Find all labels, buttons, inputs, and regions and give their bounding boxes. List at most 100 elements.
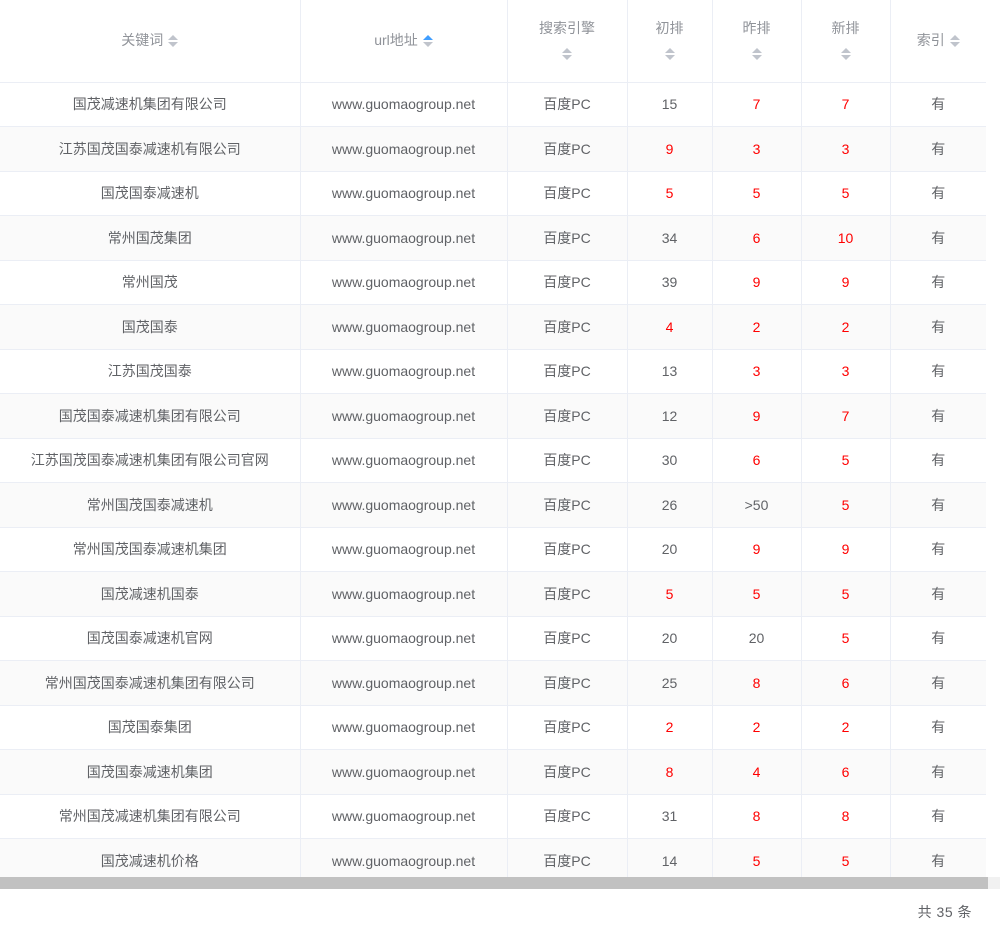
cell-first: 4 xyxy=(627,304,713,350)
column-header-inner: 搜索引擎 xyxy=(539,20,595,62)
cell-engine: 百度PC xyxy=(507,571,628,617)
cell-indexed: 有 xyxy=(890,82,986,127)
table-body: 国茂减速机集团有限公司 www.guomaogroup.net 百度PC 15 7 7 有江… xyxy=(0,82,986,877)
cell-indexed: 有 xyxy=(890,749,986,795)
cell-url: www.guomaogroup.net xyxy=(300,82,508,127)
column-header-label: 索引 xyxy=(916,32,945,49)
cell-keyword: 国茂国泰减速机官网 xyxy=(0,616,301,661)
table-row[interactable]: 常州国茂国泰减速机集团 www.guomaogroup.net 百度PC 20 9 9 有 xyxy=(0,527,986,572)
cell-new: 7 xyxy=(801,393,891,439)
column-header-url[interactable]: url地址 xyxy=(300,0,508,83)
sort-caret-icon[interactable] xyxy=(422,33,433,49)
column-header-new[interactable]: 新排 xyxy=(801,0,891,83)
cell-engine: 百度PC xyxy=(507,660,628,706)
cell-keyword: 常州国茂国泰减速机集团 xyxy=(0,527,301,572)
table-row[interactable]: 国茂国泰减速机官网 www.guomaogroup.net 百度PC 20 20 5 有 xyxy=(0,616,986,661)
table-row[interactable]: 国茂国泰 www.guomaogroup.net 百度PC 4 2 2 有 xyxy=(0,304,986,350)
sort-caret-icon[interactable] xyxy=(664,46,675,62)
cell-yest: 9 xyxy=(712,260,802,305)
table-footer: 共 35 条 xyxy=(0,889,1000,934)
cell-first: 39 xyxy=(627,260,713,305)
sort-caret-icon[interactable] xyxy=(840,46,851,62)
column-header-label: url地址 xyxy=(374,32,418,49)
cell-url: www.guomaogroup.net xyxy=(300,393,508,439)
cell-new: 5 xyxy=(801,571,891,617)
table-row[interactable]: 国茂国泰减速机集团 www.guomaogroup.net 百度PC 8 4 6 有 xyxy=(0,749,986,795)
cell-indexed: 有 xyxy=(890,126,986,172)
caret-up-icon xyxy=(664,47,675,53)
cell-keyword: 国茂国泰减速机 xyxy=(0,171,301,216)
caret-up-icon xyxy=(562,47,572,53)
cell-keyword: 江苏国茂国泰 xyxy=(0,349,301,394)
cell-yest: 7 xyxy=(712,82,802,127)
sort-caret-icon[interactable] xyxy=(949,33,960,49)
caret-up-icon xyxy=(168,34,179,40)
cell-indexed: 有 xyxy=(890,260,986,305)
column-header-first[interactable]: 初排 xyxy=(627,0,713,83)
table-row[interactable]: 国茂减速机集团有限公司 www.guomaogroup.net 百度PC 15 7 7 有 xyxy=(0,82,986,127)
cell-yest: 9 xyxy=(712,393,802,439)
table-row[interactable]: 常州国茂国泰减速机集团有限公司 www.guomaogroup.net 百度PC 25… xyxy=(0,660,986,706)
caret-up-icon xyxy=(840,47,851,53)
column-header-inner: 昨排 xyxy=(743,20,771,62)
cell-engine: 百度PC xyxy=(507,171,628,216)
table-row[interactable]: 常州国茂减速机集团有限公司 www.guomaogroup.net 百度PC 31 8 8… xyxy=(0,794,986,839)
horizontal-scrollbar-thumb[interactable] xyxy=(0,877,988,889)
table-row[interactable]: 常州国茂 www.guomaogroup.net 百度PC 39 9 9 有 xyxy=(0,260,986,305)
column-header-yest[interactable]: 昨排 xyxy=(712,0,802,83)
table-row[interactable]: 国茂国泰减速机集团有限公司 www.guomaogroup.net 百度PC 12 9 7… xyxy=(0,393,986,439)
table-row[interactable]: 江苏国茂国泰减速机集团有限公司官网 www.guomaogroup.net 百度PC… xyxy=(0,438,986,483)
caret-down-icon xyxy=(168,41,179,47)
cell-new: 8 xyxy=(801,794,891,839)
cell-url: www.guomaogroup.net xyxy=(300,794,508,839)
table-row[interactable]: 常州国茂集团 www.guomaogroup.net 百度PC 34 6 10 有 xyxy=(0,215,986,261)
column-header-keyword[interactable]: 关键词 xyxy=(0,0,301,83)
table-row[interactable]: 江苏国茂国泰 www.guomaogroup.net 百度PC 13 3 3 有 xyxy=(0,349,986,394)
cell-yest: 20 xyxy=(712,616,802,661)
cell-new: 6 xyxy=(801,749,891,795)
column-header-inner: 初排 xyxy=(656,20,684,62)
cell-url: www.guomaogroup.net xyxy=(300,749,508,795)
sort-caret-icon[interactable] xyxy=(168,33,179,49)
table-row[interactable]: 国茂减速机价格 www.guomaogroup.net 百度PC 14 5 5 有 xyxy=(0,838,986,877)
cell-engine: 百度PC xyxy=(507,616,628,661)
cell-indexed: 有 xyxy=(890,393,986,439)
table-row[interactable]: 常州国茂国泰减速机 www.guomaogroup.net 百度PC 26 >50 5 有 xyxy=(0,482,986,528)
cell-indexed: 有 xyxy=(890,349,986,394)
cell-yest: 8 xyxy=(712,660,802,706)
cell-url: www.guomaogroup.net xyxy=(300,438,508,483)
table-header-row: 关键词 url地址 搜索引擎 初排 昨排 新排 索引 xyxy=(0,0,986,83)
cell-url: www.guomaogroup.net xyxy=(300,616,508,661)
cell-first: 26 xyxy=(627,482,713,528)
column-header-indexed[interactable]: 索引 xyxy=(890,0,986,83)
cell-indexed: 有 xyxy=(890,571,986,617)
column-header-label: 关键词 xyxy=(121,32,164,49)
keyword-rank-table: 关键词 url地址 搜索引擎 初排 昨排 新排 索引 国茂减速机集团有限公司 www.guom… xyxy=(0,0,986,877)
cell-engine: 百度PC xyxy=(507,349,628,394)
cell-keyword: 江苏国茂国泰减速机集团有限公司官网 xyxy=(0,438,301,483)
table-row[interactable]: 国茂国泰集团 www.guomaogroup.net 百度PC 2 2 2 有 xyxy=(0,705,986,750)
sort-caret-icon[interactable] xyxy=(751,46,762,62)
horizontal-scrollbar[interactable] xyxy=(0,877,1000,889)
cell-engine: 百度PC xyxy=(507,393,628,439)
cell-url: www.guomaogroup.net xyxy=(300,838,508,877)
total-count-label: 共 35 条 xyxy=(917,903,972,920)
sort-caret-icon[interactable] xyxy=(562,46,572,62)
cell-yest: 3 xyxy=(712,349,802,394)
table-row[interactable]: 国茂减速机国泰 www.guomaogroup.net 百度PC 5 5 5 有 xyxy=(0,571,986,617)
cell-new: 5 xyxy=(801,438,891,483)
column-header-label: 昨排 xyxy=(742,19,771,36)
caret-down-icon xyxy=(949,41,960,47)
caret-up-icon xyxy=(422,34,433,40)
cell-url: www.guomaogroup.net xyxy=(300,304,508,350)
cell-new: 6 xyxy=(801,660,891,706)
table-scroll-viewport[interactable]: 关键词 url地址 搜索引擎 初排 昨排 新排 索引 国茂减速机集团有限公司 www.guom… xyxy=(0,0,1000,877)
cell-engine: 百度PC xyxy=(507,126,628,172)
cell-keyword: 常州国茂 xyxy=(0,260,301,305)
column-header-engine[interactable]: 搜索引擎 xyxy=(507,0,628,83)
cell-first: 8 xyxy=(627,749,713,795)
table-row[interactable]: 江苏国茂国泰减速机有限公司 www.guomaogroup.net 百度PC 9 3 3 有 xyxy=(0,126,986,172)
cell-engine: 百度PC xyxy=(507,794,628,839)
table-row[interactable]: 国茂国泰减速机 www.guomaogroup.net 百度PC 5 5 5 有 xyxy=(0,171,986,216)
cell-new: 2 xyxy=(801,304,891,350)
